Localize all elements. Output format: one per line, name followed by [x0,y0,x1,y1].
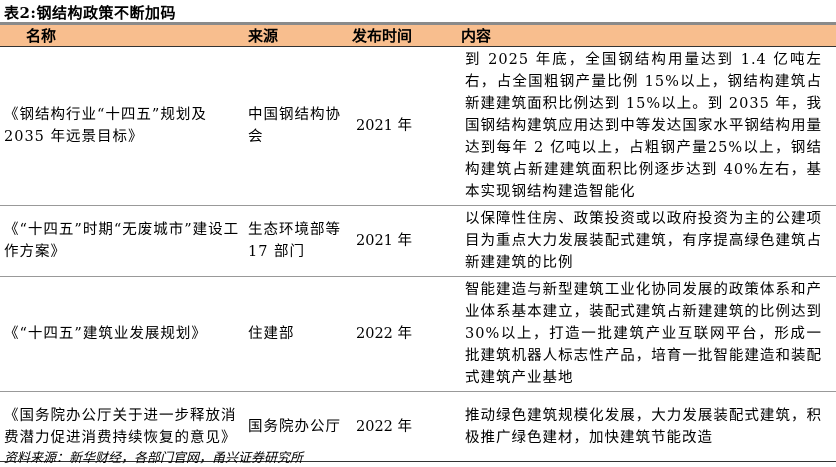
cell-content: 以保障性住房、政策投资或以政府投资为主的公建项目为重点大力发展装配式建筑，有序提… [457,205,836,277]
table-header-row: 名称 来源 发布时间 内容 [0,23,836,47]
cell-name: 《“十四五”时期“无废城市”建设工作方案》 [0,205,244,277]
cell-date: 2022 年 [348,276,457,392]
header-source: 来源 [248,27,279,45]
cell-name: 《钢结构行业“十四五”规划及 2035 年远景目标》 [0,46,244,206]
cell-source: 住建部 [244,276,348,392]
cell-source: 中国钢结构协会 [244,46,348,206]
table-title: 表2:钢结构政策不断加码 [4,4,176,22]
cell-name: 《“十四五”建筑业发展规划》 [0,276,244,392]
header-date: 发布时间 [352,27,413,45]
cell-date: 2022 年 [348,391,457,462]
source-footnote: 资料来源：新华财经，各部门官网，甬兴证券研究所 [4,451,304,466]
header-content: 内容 [461,27,492,45]
cell-source: 生态环境部等 17 部门 [244,205,348,277]
cell-content: 到 2025 年底，全国钢结构用量达到 1.4 亿吨左右，占全国粗钢产量比例 1… [457,46,836,206]
table-row: 《国务院办公厅关于进一步释放消费潜力促进消费持续恢复的意见》 国务院办公厅 20… [0,391,836,462]
cell-content: 推动绿色建筑规模化发展，大力发展装配式建筑，积极推广绿色建材，加快建筑节能改造 [457,391,836,462]
header-name: 名称 [26,27,57,45]
table-row: 《钢结构行业“十四五”规划及 2035 年远景目标》 中国钢结构协会 2021 … [0,46,836,206]
cell-date: 2021 年 [348,205,457,277]
cell-content: 智能建造与新型建筑工业化协同发展的政策体系和产业体系基本建立，装配式建筑占新建建… [457,276,836,392]
table-row: 《“十四五”时期“无废城市”建设工作方案》 生态环境部等 17 部门 2021 … [0,205,836,277]
cell-source: 国务院办公厅 [244,391,348,462]
table-row: 《“十四五”建筑业发展规划》 住建部 2022 年 智能建造与新型建筑工业化协同… [0,276,836,392]
policy-table: 名称 来源 发布时间 内容 《钢结构行业“十四五”规划及 2035 年远景目标》… [0,22,836,462]
cell-date: 2021 年 [348,46,457,206]
cell-name: 《国务院办公厅关于进一步释放消费潜力促进消费持续恢复的意见》 [0,391,244,462]
